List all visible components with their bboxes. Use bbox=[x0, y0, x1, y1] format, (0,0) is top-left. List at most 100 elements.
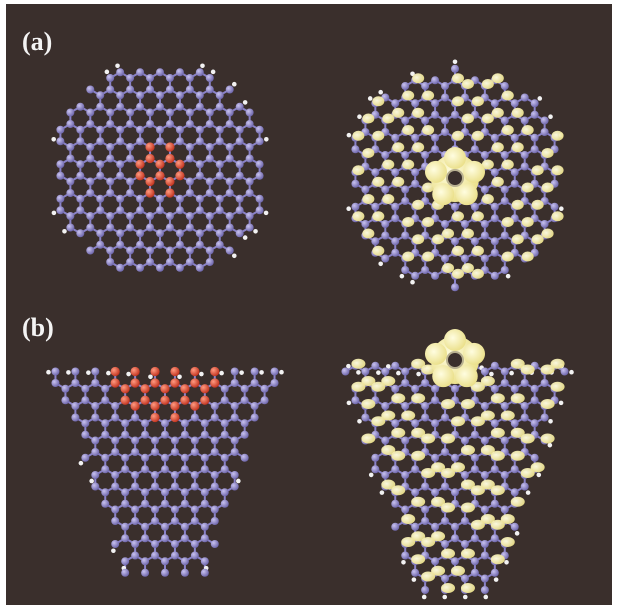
hydrogen bbox=[483, 595, 488, 600]
density-lobe bbox=[501, 537, 515, 547]
atom bbox=[521, 483, 529, 491]
atom bbox=[206, 258, 214, 266]
atom bbox=[196, 172, 204, 180]
atom bbox=[381, 368, 389, 376]
hydrogen bbox=[569, 370, 574, 375]
density-lobe bbox=[402, 125, 414, 135]
atom bbox=[181, 465, 189, 473]
atom bbox=[501, 506, 509, 514]
density-lobe bbox=[452, 96, 464, 106]
atom bbox=[131, 506, 139, 514]
density-lobe bbox=[502, 91, 514, 101]
atom bbox=[146, 86, 154, 94]
atom bbox=[116, 195, 124, 203]
density-lobe bbox=[441, 503, 455, 513]
hydrogen bbox=[79, 461, 84, 466]
density-lobe bbox=[441, 399, 455, 409]
atom bbox=[121, 384, 130, 393]
density-lobe bbox=[422, 91, 434, 101]
atom bbox=[186, 189, 194, 197]
atom bbox=[236, 137, 244, 145]
atom bbox=[186, 120, 194, 128]
atom bbox=[136, 264, 144, 272]
atom bbox=[81, 431, 89, 439]
density-lobe bbox=[502, 160, 514, 170]
atom bbox=[361, 368, 369, 376]
atom bbox=[96, 103, 104, 111]
atom bbox=[76, 172, 84, 180]
atom bbox=[231, 448, 239, 456]
atom bbox=[216, 126, 224, 134]
atom bbox=[241, 431, 249, 439]
atom bbox=[391, 134, 399, 142]
atom bbox=[181, 557, 189, 565]
density-lobe bbox=[442, 263, 454, 273]
atom bbox=[501, 232, 509, 240]
hydrogen bbox=[66, 370, 71, 375]
atom bbox=[171, 517, 179, 525]
atom bbox=[236, 172, 244, 180]
density-lobe bbox=[411, 393, 425, 403]
hydrogen bbox=[51, 137, 56, 142]
atom bbox=[86, 86, 94, 94]
atom bbox=[226, 178, 234, 186]
atom bbox=[481, 402, 489, 410]
hydrogen bbox=[89, 479, 94, 484]
density-ring bbox=[463, 161, 485, 183]
atom bbox=[221, 454, 229, 462]
density-lobe bbox=[522, 252, 534, 262]
atom bbox=[86, 212, 94, 220]
atom bbox=[191, 506, 199, 514]
atom bbox=[211, 517, 219, 525]
density-lobe bbox=[502, 217, 514, 227]
atom bbox=[491, 134, 499, 142]
atom bbox=[451, 65, 459, 73]
atom bbox=[236, 229, 244, 237]
atom bbox=[151, 540, 159, 548]
density-lobe bbox=[532, 200, 544, 210]
atom bbox=[116, 229, 124, 237]
density-lobe bbox=[441, 583, 455, 593]
density-lobe bbox=[521, 434, 535, 444]
density-lobe bbox=[441, 468, 455, 478]
atom bbox=[86, 189, 94, 197]
atom bbox=[401, 552, 409, 560]
hydrogen bbox=[396, 371, 401, 376]
atom bbox=[351, 145, 359, 153]
atom bbox=[461, 575, 469, 583]
atom bbox=[481, 220, 489, 228]
density-lobe bbox=[421, 572, 435, 582]
atom bbox=[381, 232, 389, 240]
atom bbox=[441, 448, 449, 456]
atom bbox=[211, 483, 219, 491]
density-lobe bbox=[492, 142, 504, 152]
atom bbox=[131, 471, 139, 479]
atom bbox=[431, 385, 439, 393]
atom bbox=[56, 172, 64, 180]
atom bbox=[126, 155, 134, 163]
atom bbox=[91, 471, 99, 479]
hydrogen bbox=[536, 473, 541, 478]
atom bbox=[126, 258, 134, 266]
atom bbox=[511, 523, 519, 531]
atom bbox=[531, 145, 539, 153]
atom bbox=[231, 414, 239, 422]
atom bbox=[441, 82, 449, 90]
atom bbox=[116, 126, 124, 134]
atom bbox=[501, 151, 509, 159]
atom bbox=[126, 178, 134, 186]
hydrogen bbox=[357, 419, 362, 424]
atom bbox=[101, 385, 109, 393]
density-lobe bbox=[482, 79, 494, 89]
atom bbox=[441, 255, 449, 263]
atom bbox=[186, 224, 194, 232]
atom bbox=[471, 145, 479, 153]
atom bbox=[251, 402, 259, 410]
atom bbox=[151, 506, 159, 514]
atom bbox=[451, 454, 459, 462]
density-lobe bbox=[522, 217, 534, 227]
atom bbox=[151, 517, 159, 525]
atom bbox=[191, 483, 199, 491]
atom bbox=[451, 557, 459, 565]
atom bbox=[181, 500, 189, 508]
